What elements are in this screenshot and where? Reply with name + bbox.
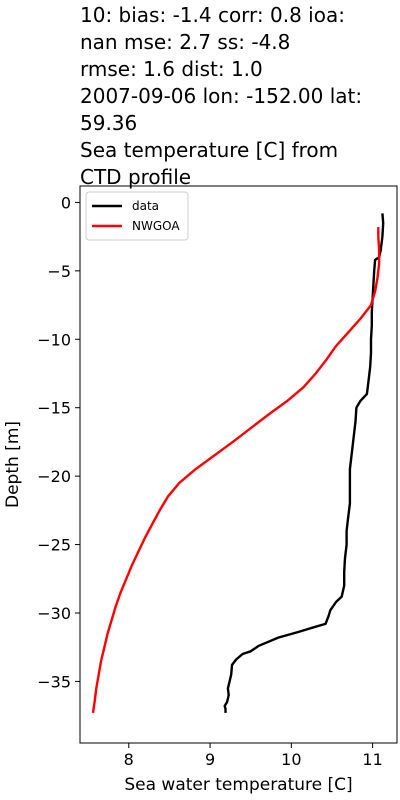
title-line: CTD profile xyxy=(80,165,192,189)
title-line: Sea temperature [C] from xyxy=(80,138,339,162)
title-line: nan mse: 2.7 ss: -4.8 xyxy=(80,30,291,54)
y-tick-label: −5 xyxy=(47,262,71,281)
y-tick-label: −20 xyxy=(37,467,71,486)
y-tick-label: −25 xyxy=(37,536,71,555)
x-axis-label: Sea water temperature [C] xyxy=(124,775,352,795)
title-line: rmse: 1.6 dist: 1.0 xyxy=(80,57,263,81)
title-line: 59.36 xyxy=(80,111,138,135)
y-axis-label: Depth [m] xyxy=(3,421,23,508)
x-tick-label: 11 xyxy=(362,750,382,769)
x-tick-label: 10 xyxy=(281,750,301,769)
legend-label-NWGOA: NWGOA xyxy=(132,219,180,233)
x-tick-label: 9 xyxy=(205,750,215,769)
series-line-data xyxy=(223,213,385,713)
ticks-layer: 8 9 10 11 0 −5 −10 −15 −20 −25 −30 −35 xyxy=(37,193,383,769)
title-line: 10: bias: -1.4 corr: 0.8 ioa: xyxy=(80,3,345,27)
series-line-NWGOA xyxy=(91,227,381,714)
title-line: 2007-09-06 lon: -152.00 lat: xyxy=(80,84,363,108)
legend-label-data: data xyxy=(132,199,159,213)
x-tick-label: 8 xyxy=(124,750,134,769)
y-tick-label: 0 xyxy=(61,193,71,212)
legend-frame xyxy=(85,191,189,241)
chart-title: 10: bias: -1.4 corr: 0.8 ioa: nan mse: 2… xyxy=(80,2,398,191)
series-layer xyxy=(91,213,385,714)
y-tick-label: −10 xyxy=(37,330,71,349)
y-tick-label: −15 xyxy=(37,399,71,418)
y-tick-label: −35 xyxy=(37,672,71,691)
y-tick-label: −30 xyxy=(37,604,71,623)
legend: data NWGOA xyxy=(85,191,189,241)
plot-frame xyxy=(79,185,398,744)
